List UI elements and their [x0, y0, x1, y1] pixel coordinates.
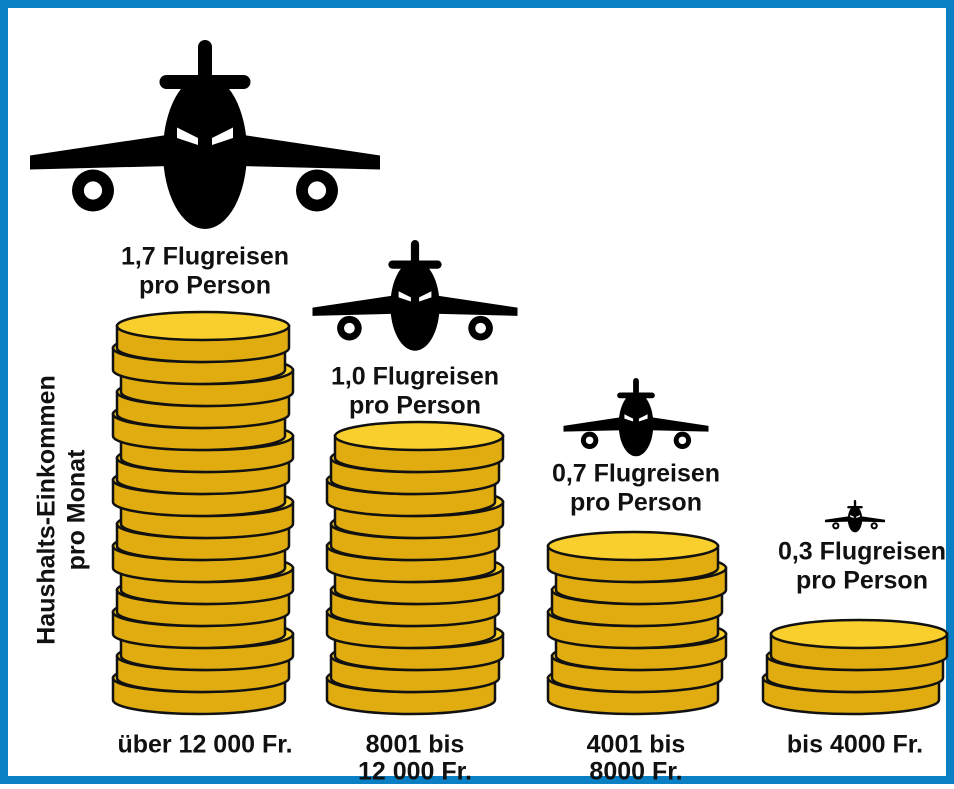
- coin-top: [115, 310, 291, 342]
- income-label: 4001 bis: [587, 731, 686, 759]
- income-label: 8001 bis: [366, 731, 465, 759]
- airplane-icon: [825, 500, 885, 533]
- windshield: [177, 127, 198, 145]
- trips-label: pro Person: [139, 272, 271, 300]
- coin-top: [333, 420, 505, 452]
- fuselage: [618, 392, 654, 457]
- engine-hole: [307, 181, 327, 200]
- income-label: bis 4000 Fr.: [787, 731, 923, 759]
- fuselage: [163, 75, 247, 229]
- engine-hole: [834, 524, 838, 528]
- trips-label: 0,7 Flugreisen: [552, 460, 720, 488]
- trips-label: pro Person: [570, 489, 702, 517]
- windshield: [419, 291, 432, 302]
- windshield: [624, 414, 634, 422]
- trips-label: pro Person: [796, 567, 928, 595]
- airplane-icon: [30, 40, 380, 229]
- airplane-icon: [563, 378, 709, 457]
- trips-label: 1,7 Flugreisen: [121, 243, 289, 271]
- windshield: [638, 414, 648, 422]
- engine-hole: [83, 181, 103, 200]
- coin-top: [769, 618, 949, 650]
- trips-label: pro Person: [349, 392, 481, 420]
- engine-hole: [872, 524, 876, 528]
- fuselage: [390, 260, 440, 351]
- trips-label: 1,0 Flugreisen: [331, 363, 499, 391]
- income-label: 12 000 Fr.: [358, 758, 472, 784]
- trips-label: 0,3 Flugreisen: [778, 538, 946, 566]
- engine-hole: [585, 436, 594, 445]
- income-label: über 12 000 Fr.: [117, 731, 292, 759]
- income-label: 8000 Fr.: [589, 758, 682, 784]
- axis-label: pro Monat: [63, 449, 91, 570]
- engine-hole: [475, 322, 486, 334]
- axis-label: Haushalts-Einkommen: [33, 375, 61, 645]
- engine-hole: [344, 322, 355, 334]
- airplane-icon: [312, 240, 518, 351]
- fuselage: [847, 506, 863, 533]
- windshield: [398, 291, 411, 302]
- engine-hole: [678, 436, 687, 445]
- windshield: [856, 515, 860, 518]
- windshield: [850, 515, 854, 518]
- windshield: [212, 127, 233, 145]
- coin-top: [546, 530, 720, 562]
